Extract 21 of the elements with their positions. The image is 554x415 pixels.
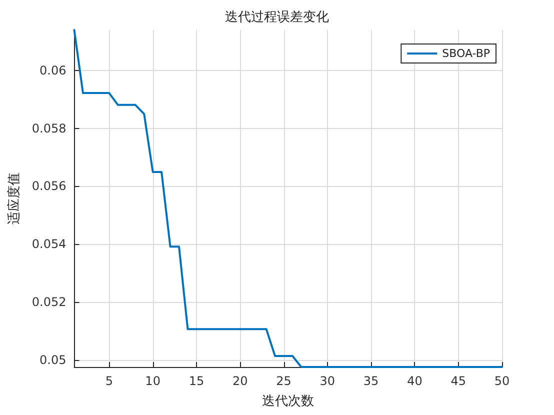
x-tick-label: 10 <box>145 374 160 388</box>
x-axis-title: 迭代次数 <box>262 394 314 409</box>
y-tick-label: 0.06 <box>40 64 66 78</box>
legend-label: SBOA-BP <box>442 47 490 60</box>
y-tick-label: 0.058 <box>32 121 66 136</box>
x-tick-label: 50 <box>494 374 510 388</box>
x-tick-label: 45 <box>450 374 466 388</box>
line-series <box>73 29 503 368</box>
x-tick-label: 40 <box>407 374 422 388</box>
y-tick-label: 0.052 <box>32 294 66 309</box>
x-tick-label: 25 <box>276 374 292 388</box>
x-tick-label: 30 <box>320 374 336 388</box>
x-tick-label: 5 <box>105 374 113 388</box>
y-tick-label: 0.054 <box>32 237 66 252</box>
y-tick-label: 0.056 <box>32 179 66 194</box>
chart-title: 迭代过程误差变化 <box>225 10 329 25</box>
y-axis-title: 适应度值 <box>6 172 22 224</box>
x-tick-label: 35 <box>363 374 379 388</box>
x-tick-label: 20 <box>232 374 248 388</box>
y-tick-label: 0.05 <box>40 352 66 367</box>
x-tick-label: 15 <box>188 374 204 388</box>
